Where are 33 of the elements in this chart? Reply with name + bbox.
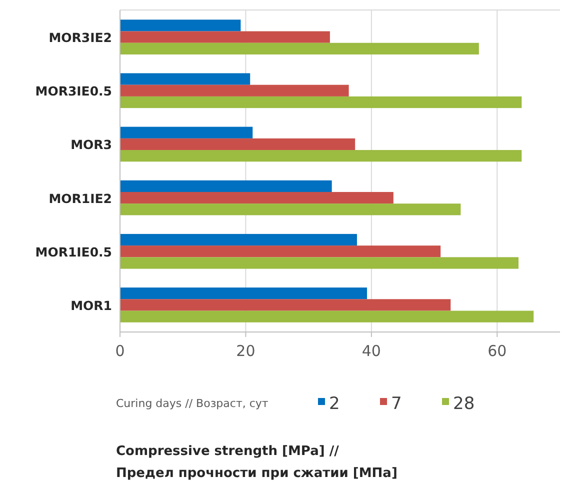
bar — [120, 310, 534, 322]
x-tick-label: 60 — [488, 342, 507, 360]
x-tick-label: 20 — [236, 342, 256, 360]
legend-label: 2 — [329, 394, 340, 414]
bar — [120, 180, 332, 192]
bar — [120, 257, 519, 269]
bar — [120, 96, 522, 108]
bar — [120, 204, 461, 216]
bar — [120, 138, 356, 150]
x-tick-label: 40 — [362, 342, 381, 360]
legend-label: 7 — [391, 394, 402, 414]
bar — [120, 84, 349, 96]
bar — [120, 234, 357, 246]
bar — [120, 246, 441, 258]
bar — [120, 42, 479, 54]
y-tick-label: MOR3 — [70, 137, 112, 152]
bar — [120, 192, 394, 204]
text: Compressive strength [MPa] // Предел прочности при сжатии [МПа] — [116, 444, 398, 481]
y-tick-label: MOR3IE0.5 — [35, 84, 112, 99]
bar — [120, 31, 330, 43]
bar — [120, 299, 451, 311]
x-tick-label: 0 — [115, 342, 125, 360]
y-tick-label: MOR3IE2 — [48, 30, 112, 46]
legend-label: 28 — [453, 394, 475, 414]
bar — [120, 126, 253, 138]
bar — [120, 20, 241, 32]
y-tick-label: MOR1IE2 — [48, 190, 112, 206]
y-tick-label: MOR1 — [70, 298, 112, 313]
y-tick-label: MOR1IE0.5 — [35, 244, 112, 260]
bar — [120, 150, 522, 162]
legend-title: Curing days // Возраст, сут — [116, 397, 269, 410]
bar — [120, 73, 250, 85]
bar — [120, 288, 368, 300]
